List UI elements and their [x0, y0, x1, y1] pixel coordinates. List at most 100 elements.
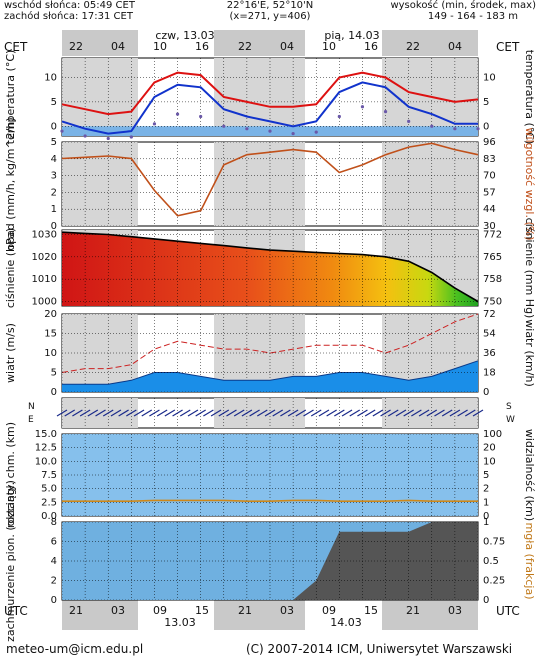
humidity-line: [61, 142, 479, 217]
tz-right-top: CET: [496, 40, 520, 54]
y-tick-right: 36: [483, 348, 496, 359]
y-tick-right: 772: [483, 229, 502, 240]
wind-direction-arrow: [133, 409, 145, 417]
wind-direction-arrow: [387, 409, 399, 417]
dewpoint-point: [129, 135, 133, 139]
wind-direction-arrow: [187, 409, 199, 417]
y-tick-right: 1: [483, 517, 489, 528]
y-tick-right: 2: [483, 484, 489, 495]
bottom-hour-label: 21: [238, 604, 252, 617]
dewpoint-point: [337, 114, 341, 119]
wind-direction-arrow: [280, 409, 291, 417]
visibility-ylabel-right: widzialność (km): [523, 429, 536, 521]
wind-direction-arrow: [141, 409, 153, 417]
night-shade: [214, 142, 305, 226]
top-hour-label: 22: [238, 40, 252, 53]
y-tick-right: 72: [483, 309, 496, 320]
y-tick-left: 1030: [32, 229, 57, 240]
y-tick-right: 83: [483, 154, 496, 165]
y-tick-left: 2: [51, 576, 57, 587]
top-hour-label: 22: [406, 40, 420, 53]
night-band-top: [214, 30, 305, 56]
wind-direction-arrow: [426, 409, 438, 417]
wind-direction-arrow: [434, 409, 445, 417]
wind-direction-arrow: [218, 409, 230, 417]
y-tick-right: 20: [483, 443, 496, 454]
wind-direction-arrow: [449, 409, 461, 417]
wind-direction-arrow: [256, 409, 268, 417]
footer-copyright: (C) 2007-2014 ICM, Uniwersytet Warszawsk…: [246, 642, 513, 656]
dewpoint-point: [453, 127, 457, 131]
dewpoint-point: [222, 124, 226, 128]
y-tick-right: 1: [483, 497, 489, 508]
top-hour-label: 22: [69, 40, 83, 53]
dir-e-label: E: [28, 415, 34, 425]
y-tick-right: 70: [483, 171, 496, 182]
y-tick-right: 0.25: [483, 576, 505, 587]
night-shade: [214, 398, 305, 428]
dir-w-label: W: [506, 415, 515, 425]
dewpoint-point: [152, 122, 157, 126]
pressure-ylabel-left: ciśnienie (hPa): [4, 228, 17, 308]
elevation-label: wysokość (min, środek, max): [390, 0, 536, 11]
dewpoint-point: [268, 129, 272, 133]
bottom-hour-label: 21: [69, 604, 83, 617]
wind-direction-arrow: [441, 409, 453, 417]
wind-direction-arrow: [326, 409, 337, 417]
min-temperature-line: [61, 81, 478, 135]
y-tick-left: 4: [51, 556, 57, 567]
wind-direction-arrow: [56, 409, 68, 417]
wind-speed-line: [62, 360, 479, 385]
y-tick-left: 3: [51, 171, 57, 182]
wind-direction-arrow: [110, 409, 122, 417]
wind-direction-arrow: [357, 409, 368, 417]
footer-email[interactable]: meteo-um@icm.edu.pl: [6, 642, 144, 656]
cover-ylabel-left: zachmurzenie pion. (oktanty): [4, 480, 17, 642]
wind-direction-arrow: [126, 409, 137, 417]
elevation-values: 149 - 164 - 183 m: [427, 11, 518, 22]
bottom-hour-label: 09: [322, 604, 336, 617]
wind-ylabel-left: wiatr (m/s): [4, 323, 17, 383]
sunset-text: zachód słońca: 17:31 CET: [4, 11, 133, 22]
dir-n-label: N: [28, 402, 35, 412]
wind-direction-arrow: [334, 409, 345, 417]
night-band-top: [382, 30, 478, 56]
y-tick-left: 15.0: [35, 429, 57, 440]
dewpoint-point: [360, 105, 365, 109]
y-tick-right: 765: [483, 252, 502, 263]
dewpoint-point: [291, 131, 295, 136]
y-tick-left: 8: [51, 517, 57, 528]
wind-direction-arrow: [102, 409, 114, 417]
night-band-top: [62, 30, 138, 56]
precip-ylabel-left: opad (mm/h, kg/m^2/h): [4, 117, 17, 250]
wind-direction-arrow: [411, 409, 422, 417]
y-tick-left: 10: [44, 348, 57, 359]
dewpoint-point: [407, 119, 411, 123]
y-tick-left: 5: [51, 368, 57, 379]
night-band-bottom: [214, 600, 305, 630]
bottom-hour-label: 09: [153, 604, 167, 617]
y-tick-right: 0: [483, 511, 489, 522]
night-shade: [62, 58, 138, 136]
night-shade: [382, 142, 478, 226]
wind-direction-arrow: [472, 409, 484, 417]
bottom-hour-label: 15: [195, 604, 209, 617]
y-tick-right: 0: [483, 595, 489, 606]
dewpoint-point: [199, 114, 203, 119]
y-tick-right: 750: [483, 297, 502, 308]
dewpoint-point: [314, 130, 318, 134]
wind-direction-arrow: [210, 409, 222, 417]
wind-direction-arrow: [303, 409, 314, 417]
top-hour-label: 10: [153, 40, 167, 53]
y-tick-right: 100: [483, 429, 502, 440]
tz-left-bottom: UTC: [4, 604, 28, 618]
wind-direction-arrow: [341, 409, 353, 417]
fog-ylabel-right: mgła (frakcja): [523, 523, 536, 600]
wind-direction-arrow: [164, 409, 176, 417]
y-tick-left: 1000: [32, 297, 57, 308]
dewpoint-point: [430, 124, 434, 128]
dewpoint-point: [106, 136, 110, 141]
wind-direction-arrow: [203, 409, 214, 417]
wind-direction-arrow: [457, 409, 468, 417]
